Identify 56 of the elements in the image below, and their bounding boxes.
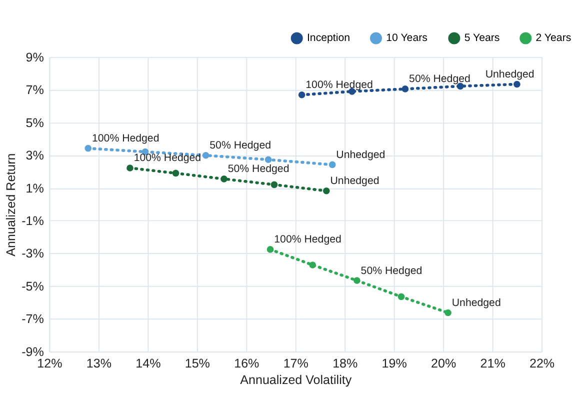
y-axis-title: Annualized Return [4, 153, 18, 256]
point [220, 176, 228, 182]
legend-label: 5 Years [464, 32, 500, 44]
y-tick-label: -1% [22, 214, 44, 228]
annotation: 100% Hedged [92, 132, 160, 145]
x-tick-label: 12% [37, 356, 62, 370]
x-tick-label: 18% [332, 356, 358, 370]
legend-label: 2 Years [536, 32, 572, 44]
annotation: 100% Hedged [274, 234, 342, 246]
x-tick-label: 13% [86, 356, 112, 370]
annotation: Unhedged [336, 148, 386, 161]
annotation: 50% Hedged [210, 140, 272, 152]
legend-label: 10 Years [386, 32, 428, 44]
point [202, 152, 210, 159]
y-tick-label: 3% [26, 148, 44, 163]
x-tick-label: 21% [480, 356, 506, 370]
x-axis-title: Annualized Volatility [240, 372, 352, 387]
legend-label: Inception [306, 32, 350, 44]
point [402, 86, 409, 92]
y-tick-label: -7% [22, 312, 44, 326]
point [328, 161, 336, 168]
annotation: Unhedged [485, 68, 534, 80]
y-tick-label: -5% [22, 279, 44, 294]
x-tick-label: 19% [382, 356, 407, 370]
x-tick-label: 15% [184, 356, 210, 370]
y-tick-label: -3% [22, 246, 44, 261]
annotation: 50% Hedged [228, 163, 290, 176]
annotation: 100% Hedged [134, 152, 202, 164]
point [126, 164, 134, 172]
annotation: 50% Hedged [409, 73, 470, 86]
y-tick-label: 5% [26, 116, 44, 130]
point [266, 246, 274, 253]
annotation: Unhedged [330, 175, 380, 188]
y-tick-label: -9% [22, 344, 44, 359]
y-tick-label: 9% [26, 50, 44, 64]
point [354, 277, 360, 284]
x-tick-label: 14% [136, 356, 161, 370]
x-tick-label: 22% [529, 356, 555, 370]
point [298, 91, 306, 98]
y-tick-label: 7% [26, 83, 44, 98]
point [84, 144, 92, 152]
point [323, 187, 330, 194]
x-tick-label: 16% [234, 356, 260, 370]
y-tick-label: 1% [26, 181, 44, 196]
annotation: 50% Hedged [360, 264, 422, 277]
annotation: 100% Hedged [306, 79, 374, 92]
annotation: Unhedged [452, 296, 501, 309]
x-tick-label: 17% [283, 356, 308, 370]
point [398, 293, 405, 300]
point [270, 181, 278, 188]
point [172, 170, 180, 177]
x-tick-label: 20% [431, 356, 456, 370]
point [309, 262, 316, 268]
point [514, 80, 520, 88]
point [264, 156, 272, 164]
point [444, 309, 452, 316]
